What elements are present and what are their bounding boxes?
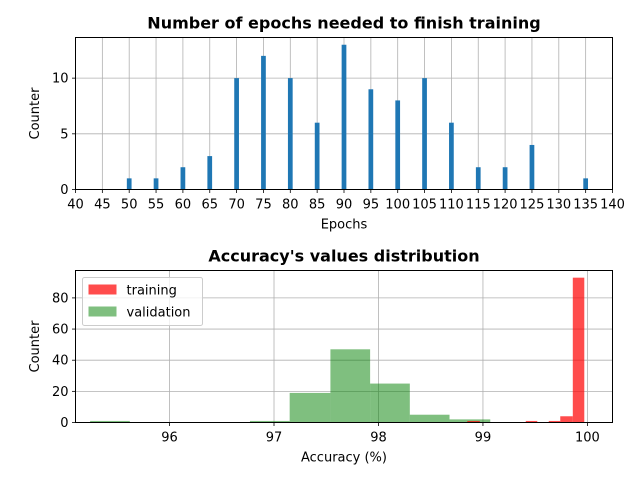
validation-bin: [249, 420, 290, 423]
training-bin: [560, 416, 573, 423]
validation-bin: [289, 392, 331, 423]
accuracy-x-tick-label: 99: [475, 431, 492, 446]
legend-label-validation: validation: [127, 306, 191, 321]
epochs-x-tick-label: 75: [255, 198, 272, 213]
epochs-bars: [126, 44, 589, 190]
epochs-bar: [314, 122, 320, 190]
accuracy-y-tick-label: 20: [52, 385, 69, 400]
epochs-x-tick-label: 100: [385, 198, 410, 213]
epochs-bar: [368, 89, 374, 190]
epochs-x-tick-label: 125: [520, 198, 545, 213]
epochs-x-tick-label: 50: [121, 198, 138, 213]
accuracy-y-tick-label: 0: [60, 416, 68, 431]
epochs-x-tick-label: 130: [546, 198, 571, 213]
epochs-x-tick-label: 110: [439, 198, 464, 213]
epochs-x-tick-label: 135: [573, 198, 598, 213]
accuracy-y-axis-label: Counter: [28, 320, 43, 373]
accuracy-x-tick-label: 96: [161, 431, 178, 446]
epochs-x-tick-label: 60: [175, 198, 192, 213]
training-bin: [572, 277, 585, 423]
accuracy-chart: 96 97 98 99 100 0 20 40 60 80 Accuracy's values d…: [28, 247, 613, 466]
epochs-x-tick-label: 95: [363, 198, 380, 213]
validation-bin: [370, 383, 410, 423]
epochs-bar: [287, 78, 293, 190]
epochs-x-tick-label: 80: [282, 198, 299, 213]
legend-swatch-validation: [88, 306, 117, 317]
epochs-y-tick-label: 10: [52, 72, 69, 87]
accuracy-ticks: 96 97 98 99 100 0 20 40 60 80: [52, 291, 600, 445]
epochs-y-tick-label: 0: [60, 183, 68, 198]
epochs-bar: [153, 178, 159, 190]
training-bin: [525, 420, 538, 423]
epochs-bar: [529, 144, 535, 190]
epochs-bar: [126, 178, 132, 190]
accuracy-axes-frame: [75, 270, 613, 423]
accuracy-y-tick-label: 60: [52, 323, 69, 338]
epochs-bar: [475, 167, 481, 190]
epochs-x-tick-label: 90: [336, 198, 353, 213]
accuracy-x-tick-label: 98: [370, 431, 387, 446]
training-bin: [467, 420, 480, 423]
accuracy-x-axis-label: Accuracy (%): [301, 451, 387, 466]
epochs-bar: [341, 44, 347, 190]
epochs-bar: [422, 78, 427, 190]
epochs-bar: [207, 156, 213, 190]
epochs-chart-title: Number of epochs needed to finish traini…: [147, 14, 540, 33]
accuracy-x-tick-label: 97: [266, 431, 283, 446]
epochs-x-tick-label: 105: [412, 198, 437, 213]
epochs-x-tick-label: 55: [148, 198, 165, 213]
epochs-x-tick-label: 120: [493, 198, 518, 213]
epochs-y-tick-label: 5: [60, 127, 68, 142]
training-bin: [548, 420, 561, 423]
validation-bin: [330, 349, 371, 423]
epochs-x-tick-label: 70: [228, 198, 245, 213]
accuracy-chart-title: Accuracy's values distribution: [208, 247, 479, 266]
legend-swatch-training: [88, 284, 117, 295]
accuracy-y-tick-label: 40: [52, 354, 69, 369]
epochs-y-axis-label: Counter: [28, 87, 43, 140]
validation-bin: [409, 414, 450, 423]
epochs-bar: [180, 167, 186, 190]
epochs-bar: [234, 78, 239, 190]
epochs-bar: [395, 100, 401, 190]
accuracy-legend: training validation: [82, 277, 203, 326]
epochs-x-tick-label: 45: [94, 198, 111, 213]
accuracy-x-tick-label: 100: [575, 431, 600, 446]
epochs-chart: 40 45 50 55 60 65 70 75 80 85 90 95 100 105 110 115 120 1…: [28, 14, 625, 233]
accuracy-y-tick-label: 80: [52, 291, 69, 306]
epochs-x-tick-label: 40: [67, 198, 84, 213]
epochs-x-tick-label: 140: [600, 198, 625, 213]
legend-label-training: training: [127, 284, 177, 299]
epochs-x-tick-label: 115: [466, 198, 491, 213]
accuracy-bars: [90, 277, 585, 423]
epochs-bar: [502, 167, 508, 190]
epochs-x-tick-label: 65: [201, 198, 218, 213]
epochs-bar: [583, 178, 589, 190]
epochs-ticks: 40 45 50 55 60 65 70 75 80 85 90 95 100 105 110 115 120 1…: [52, 72, 625, 213]
validation-bin: [90, 420, 130, 423]
epochs-x-tick-label: 85: [309, 198, 326, 213]
epochs-bar: [261, 55, 266, 190]
epochs-x-axis-label: Epochs: [321, 218, 368, 233]
epochs-bar: [449, 122, 454, 190]
